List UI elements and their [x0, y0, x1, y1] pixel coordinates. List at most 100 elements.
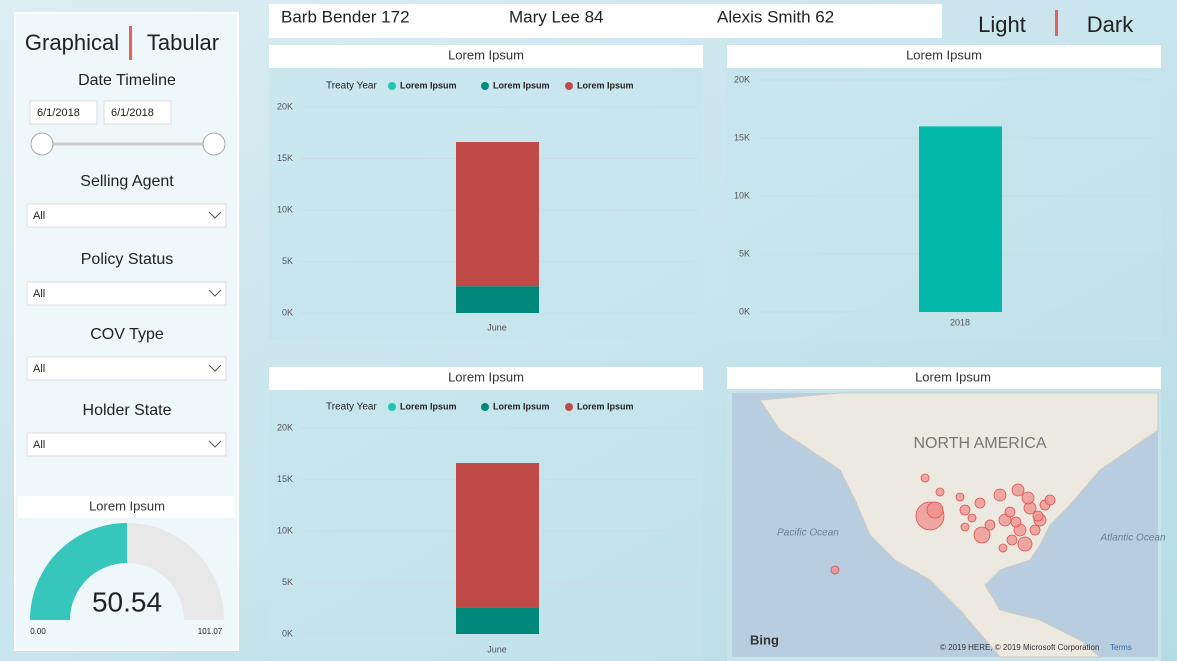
view-toggle[interactable]: Tabular — [147, 30, 219, 55]
legend-swatch — [481, 403, 489, 411]
filter-title: Policy Status — [81, 251, 173, 268]
y-tick-label: 20K — [734, 74, 750, 84]
agent: Alexis Smith 62 — [717, 7, 834, 26]
date-value: 6/1/2018 — [37, 107, 80, 119]
bar-segment — [456, 286, 539, 313]
map-bubble — [1010, 516, 1022, 528]
map-label: Atlantic Ocean — [1099, 533, 1165, 544]
map-bubble — [1004, 506, 1016, 518]
panel-header — [269, 45, 703, 68]
slider-handle[interactable] — [202, 132, 226, 156]
filter-title: Date Timeline — [78, 72, 176, 89]
view-toggle[interactable]: Graphical — [25, 30, 119, 55]
panel-title: Lorem Ipsum — [906, 47, 982, 62]
legend-label: Lorem Ipsum — [400, 401, 457, 411]
dropdown-arrow — [208, 440, 222, 448]
date-input[interactable] — [103, 100, 172, 125]
map-bubble — [993, 488, 1007, 502]
dropdown-arrow — [208, 211, 222, 219]
legend-label: Lorem Ipsum — [400, 80, 457, 90]
map-bubble — [1017, 536, 1033, 552]
map-bubble — [1032, 510, 1044, 522]
legend-label: Lorem Ipsum — [493, 401, 550, 411]
dropdown-value: All — [33, 439, 45, 451]
map-bubble — [935, 487, 945, 497]
theme-toggle[interactable]: Light — [978, 12, 1026, 37]
dropdown[interactable] — [26, 432, 227, 457]
date-input[interactable] — [29, 100, 98, 125]
dropdown-arrow — [208, 364, 222, 372]
map-bubble — [955, 492, 965, 502]
legend-swatch — [388, 82, 396, 90]
y-tick-label: 15K — [277, 474, 293, 484]
dropdown-arrow — [208, 289, 222, 297]
x-tick-label: 2018 — [950, 317, 970, 327]
dropdown-value: All — [33, 363, 45, 375]
dropdown[interactable] — [26, 281, 227, 306]
agents-bar — [269, 4, 942, 38]
panel-header — [727, 45, 1161, 68]
y-tick-label: 15K — [277, 153, 293, 163]
agent: Barb Bender 172 — [281, 7, 410, 26]
x-tick-label: June — [487, 644, 507, 654]
map-bubble — [960, 522, 970, 532]
filter-title: Holder State — [83, 402, 172, 419]
y-tick-label: 5K — [739, 248, 750, 258]
y-tick-label: 20K — [277, 422, 293, 432]
panel-header — [727, 367, 1161, 389]
filter-title: COV Type — [90, 326, 164, 343]
map-terms[interactable]: Terms — [1110, 643, 1132, 652]
slider-handle[interactable] — [30, 132, 54, 156]
map-bubble — [1044, 494, 1056, 506]
map-bubble — [973, 526, 991, 544]
y-tick-label: 10K — [277, 525, 293, 535]
x-tick-label: June — [487, 322, 507, 332]
gauge-value-label: 50.54 — [92, 586, 162, 617]
map-label: Pacific Ocean — [777, 528, 839, 539]
y-tick-label: 5K — [282, 256, 293, 266]
panel-title: Lorem Ipsum — [448, 47, 524, 62]
bar-segment — [456, 142, 539, 287]
legend-label: Lorem Ipsum — [577, 80, 634, 90]
panel-title: Lorem Ipsum — [89, 498, 165, 513]
map-provider: Bing — [750, 632, 779, 647]
map-bubble — [1021, 491, 1035, 505]
map-label: NORTH AMERICA — [913, 435, 1046, 452]
dropdown[interactable] — [26, 203, 227, 228]
legend-title: Treaty Year — [326, 402, 377, 413]
bar-segment — [456, 607, 539, 634]
panel-title: Lorem Ipsum — [915, 369, 991, 384]
y-tick-label: 10K — [277, 204, 293, 214]
map-bubble — [1006, 534, 1018, 546]
map-bubble — [830, 565, 840, 575]
map-bubble — [926, 501, 944, 519]
date-value: 6/1/2018 — [111, 107, 154, 119]
y-tick-label: 5K — [282, 577, 293, 587]
map-bubble — [998, 543, 1008, 553]
panel-header — [18, 496, 235, 518]
bar-segment — [456, 463, 539, 608]
agent: Mary Lee 84 — [509, 7, 604, 26]
y-tick-label: 0K — [282, 628, 293, 638]
toggle-divider — [129, 26, 132, 60]
y-tick-label: 0K — [739, 306, 750, 316]
panel-header — [269, 367, 703, 390]
map-bubble — [974, 497, 986, 509]
legend-swatch — [565, 82, 573, 90]
map-bubble — [1011, 483, 1025, 497]
toggle-divider — [1055, 10, 1058, 36]
dropdown[interactable] — [26, 356, 227, 381]
legend-swatch — [388, 403, 396, 411]
filter-title: Selling Agent — [80, 173, 174, 190]
dropdown-value: All — [33, 210, 45, 222]
panel-title: Lorem Ipsum — [448, 369, 524, 384]
bar — [919, 126, 1002, 313]
map-bubble — [984, 519, 996, 531]
y-tick-label: 20K — [277, 101, 293, 111]
legend-label: Lorem Ipsum — [577, 401, 634, 411]
dropdown-value: All — [33, 288, 45, 300]
map-bubble — [967, 513, 977, 523]
theme-toggle[interactable]: Dark — [1087, 12, 1134, 37]
map-bubble — [920, 473, 930, 483]
